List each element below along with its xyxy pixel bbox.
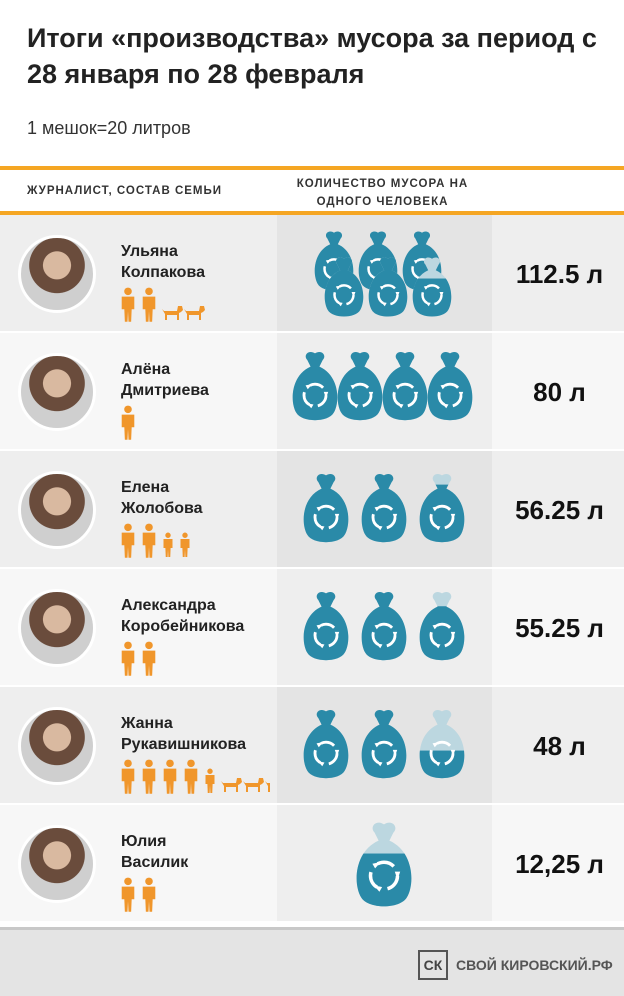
logo-mark: СК [418, 950, 448, 980]
volume-value: 12,25 л [515, 849, 604, 879]
name-first: Юлия [121, 833, 167, 850]
garbage-bag-icon [361, 709, 407, 779]
family-composition [121, 877, 156, 912]
family-composition [121, 287, 205, 322]
garbage-bag-icon [303, 473, 349, 543]
journalist-name: Алёна Дмитриева [121, 359, 209, 401]
volume-value: 48 л [533, 731, 586, 761]
volume-value: 80 л [533, 377, 586, 407]
journalist-name: Ульяна Колпакова [121, 241, 205, 283]
column-header-journalist: ЖУРНАЛИСТ, СОСТАВ СЕМЬИ [27, 185, 223, 197]
dog-icon [162, 306, 183, 320]
name-last: Дмитриева [121, 382, 209, 399]
person-icon [121, 759, 135, 794]
header-rule-top [0, 166, 624, 170]
table-row: Елена Жолобова 56.25 л [0, 451, 624, 567]
person-icon [121, 877, 135, 912]
table-row: Юлия Василик 12,25 л [0, 805, 624, 921]
garbage-bag-icon [382, 351, 428, 421]
table-row: Ульяна Колпакова 112.5 л [0, 215, 624, 331]
person-icon [142, 287, 156, 322]
page-title: Итоги «производства» мусора за период с … [27, 23, 597, 89]
garbage-bag-icon [427, 351, 473, 421]
header-rule-bottom [0, 211, 624, 215]
family-composition [121, 523, 190, 558]
volume-value: 112.5 л [515, 259, 604, 289]
name-last: Василик [121, 854, 189, 871]
person-icon [121, 287, 135, 322]
garbage-bag-icon [361, 591, 407, 661]
garbage-bag-icon [419, 709, 465, 779]
table-row: Алёна Дмитриева 80 л [0, 333, 624, 449]
table-row: Жанна Рукавишникова 48 л [0, 687, 624, 803]
garbage-bags [303, 709, 465, 779]
garbage-bag-icon [419, 591, 465, 661]
journalist-name: Юлия Василик [121, 831, 188, 873]
journalist-name: Александра Коробейникова [121, 595, 244, 637]
volume-value: 56.25 л [515, 495, 604, 525]
avatar [18, 825, 96, 903]
dog-icon [265, 781, 270, 792]
garbage-bag-icon [303, 709, 349, 779]
name-last: Коробейникова [121, 618, 245, 635]
name-first: Алёна [121, 361, 171, 378]
family-composition [121, 641, 156, 676]
brand-name: СВОЙ КИРОВСКИЙ.РФ [456, 957, 613, 973]
family-composition [121, 405, 135, 440]
person-icon [142, 523, 156, 558]
garbage-bag-icon [412, 257, 452, 317]
avatar [18, 471, 96, 549]
garbage-bag-icon [361, 473, 407, 543]
person-icon [121, 641, 135, 676]
garbage-bag-icon [292, 351, 338, 421]
dog-icon [221, 778, 242, 792]
table-row: Александра Коробейникова 55.25 л [0, 569, 624, 685]
person-icon [121, 405, 135, 440]
person-icon [142, 759, 156, 794]
name-first: Ульяна [121, 243, 178, 260]
avatar [18, 589, 96, 667]
avatar [18, 707, 96, 785]
avatar [18, 235, 96, 313]
garbage-bag-icon [337, 351, 383, 421]
journalist-name: Жанна Рукавишникова [121, 713, 246, 755]
garbage-bag-icon [419, 473, 465, 543]
person-icon [184, 759, 198, 794]
name-last: Колпакова [121, 264, 205, 281]
volume-value: 55.25 л [515, 613, 604, 643]
column-header-garbage: КОЛИЧЕСТВО МУСОРА НА ОДНОГО ЧЕЛОВЕКА [296, 178, 469, 208]
garbage-bag-icon [356, 822, 412, 907]
person-icon [121, 523, 135, 558]
avatar [18, 353, 96, 431]
person-icon [163, 759, 177, 794]
family-composition [121, 759, 270, 794]
person-icon [205, 768, 215, 793]
name-last: Жолобова [121, 500, 203, 517]
subtitle: 1 мешок=20 литров [27, 118, 191, 138]
journalist-name: Елена Жолобова [121, 477, 203, 519]
garbage-bags [356, 822, 412, 907]
garbage-bags [292, 351, 473, 421]
garbage-bag-icon [303, 591, 349, 661]
name-first: Александра [121, 597, 216, 614]
person-icon [142, 877, 156, 912]
garbage-bags [303, 591, 465, 661]
name-first: Елена [121, 479, 170, 496]
dog-icon [243, 778, 264, 792]
person-icon [180, 532, 190, 557]
person-icon [142, 641, 156, 676]
name-first: Жанна [121, 715, 173, 732]
garbage-bags [314, 231, 452, 317]
name-last: Рукавишникова [121, 736, 247, 753]
footer: СК СВОЙ КИРОВСКИЙ.РФ [0, 927, 624, 996]
dog-icon [184, 306, 205, 320]
garbage-bags [303, 473, 465, 543]
person-icon [163, 532, 173, 557]
